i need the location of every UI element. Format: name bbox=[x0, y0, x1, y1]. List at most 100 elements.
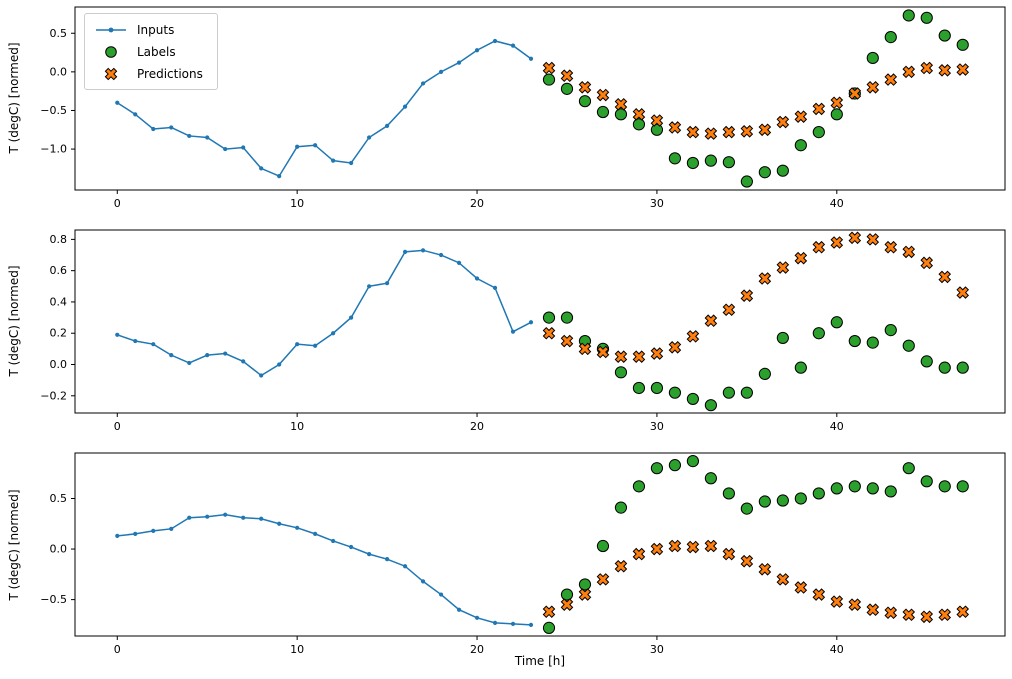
inputs-point bbox=[474, 276, 480, 281]
y-tick-label: −0.2 bbox=[40, 389, 67, 402]
inputs-point bbox=[456, 607, 462, 612]
predictions-point bbox=[650, 542, 664, 556]
predictions-point bbox=[722, 125, 736, 139]
inputs-point bbox=[349, 544, 354, 550]
labels-point bbox=[776, 494, 789, 507]
labels-point bbox=[920, 11, 933, 24]
labels-point bbox=[686, 156, 700, 170]
y-tick-label: 0.5 bbox=[50, 27, 68, 40]
labels-point bbox=[596, 539, 610, 553]
labels-point bbox=[812, 327, 825, 340]
x-tick-label: 0 bbox=[114, 643, 121, 656]
inputs-point bbox=[223, 146, 228, 152]
predictions-point bbox=[722, 303, 736, 317]
predictions-point bbox=[740, 125, 754, 138]
x-tick-label: 10 bbox=[290, 197, 304, 210]
predictions-point bbox=[650, 114, 664, 127]
inputs-point bbox=[438, 69, 444, 74]
labels-point bbox=[866, 482, 879, 495]
legend-label-inputs: Inputs bbox=[137, 22, 175, 37]
labels-point bbox=[812, 125, 825, 139]
predictions-point bbox=[956, 605, 970, 619]
legend-label-labels: Labels bbox=[137, 44, 176, 59]
inputs-point bbox=[259, 166, 264, 171]
labels-point bbox=[650, 381, 664, 395]
labels-point bbox=[686, 454, 700, 468]
labels-point bbox=[686, 392, 700, 406]
labels-point bbox=[758, 367, 771, 380]
labels-point bbox=[884, 485, 897, 498]
inputs-point bbox=[259, 373, 264, 378]
labels-point bbox=[560, 82, 574, 95]
predictions-point bbox=[578, 588, 592, 601]
predictions-point bbox=[794, 581, 808, 594]
legend-item-predictions: Predictions bbox=[94, 66, 203, 81]
inputs-point bbox=[133, 112, 138, 117]
x-tick-label: 10 bbox=[290, 643, 304, 656]
inputs-point bbox=[510, 329, 516, 334]
inputs-point bbox=[169, 353, 174, 358]
x-tick-label: 20 bbox=[470, 197, 484, 210]
labels-point bbox=[812, 487, 825, 500]
predictions-point bbox=[632, 350, 646, 363]
x-tick-label: 40 bbox=[830, 420, 844, 433]
inputs-line bbox=[117, 513, 532, 626]
labels-point bbox=[650, 462, 664, 475]
labels-point bbox=[632, 480, 646, 493]
inputs-line bbox=[117, 249, 532, 377]
labels-point bbox=[794, 492, 807, 505]
labels-point bbox=[956, 38, 969, 51]
predictions-point bbox=[758, 562, 772, 576]
inputs-point bbox=[295, 144, 300, 149]
inputs-point bbox=[115, 332, 120, 337]
labels-point bbox=[902, 462, 915, 475]
inputs-point bbox=[474, 615, 480, 620]
y-tick-label: 0.5 bbox=[50, 492, 68, 505]
labels-point bbox=[830, 316, 843, 329]
legend-item-labels: Labels bbox=[94, 44, 203, 59]
predictions-point bbox=[758, 123, 772, 137]
x-axis-label: Time [h] bbox=[514, 654, 566, 668]
inputs-point bbox=[367, 552, 372, 557]
inputs-point bbox=[438, 252, 444, 258]
y-tick-label: −0.5 bbox=[40, 593, 67, 606]
inputs-line bbox=[116, 40, 532, 178]
legend-label-predictions: Predictions bbox=[137, 66, 203, 81]
predictions-point bbox=[794, 110, 808, 123]
y-axis-label-middle: T (degC) [normed] bbox=[7, 265, 21, 377]
predictions-point bbox=[812, 102, 826, 116]
labels-point bbox=[794, 361, 807, 374]
predictions-point bbox=[866, 233, 880, 246]
labels-point bbox=[830, 108, 843, 121]
predictions-point bbox=[830, 236, 844, 249]
inputs-point bbox=[492, 620, 498, 625]
inputs-point bbox=[151, 342, 156, 347]
predictions-point bbox=[632, 547, 646, 561]
labels-point bbox=[578, 578, 592, 591]
predictions-point bbox=[884, 73, 898, 86]
predictions-point bbox=[596, 573, 610, 586]
labels-point bbox=[830, 482, 843, 495]
predictions-point bbox=[686, 125, 700, 139]
predictions-point bbox=[938, 608, 952, 622]
predictions-point bbox=[956, 286, 970, 299]
predictions-point bbox=[884, 606, 898, 620]
inputs-point bbox=[402, 104, 408, 109]
inputs-point bbox=[187, 515, 192, 520]
predictions-point bbox=[668, 121, 682, 134]
labels-point bbox=[614, 108, 628, 121]
labels-point bbox=[704, 472, 717, 485]
predictions-point bbox=[866, 603, 880, 617]
inputs-point bbox=[402, 249, 408, 254]
labels-point bbox=[704, 154, 717, 167]
inputs-point bbox=[241, 359, 246, 364]
inputs-point bbox=[367, 135, 372, 140]
labels-point bbox=[542, 73, 556, 86]
labels-point bbox=[902, 9, 915, 22]
predictions-point bbox=[614, 559, 628, 573]
labels-point bbox=[938, 361, 951, 374]
predictions-point bbox=[722, 547, 736, 561]
inputs-point bbox=[331, 538, 336, 544]
labels-point bbox=[560, 588, 574, 601]
